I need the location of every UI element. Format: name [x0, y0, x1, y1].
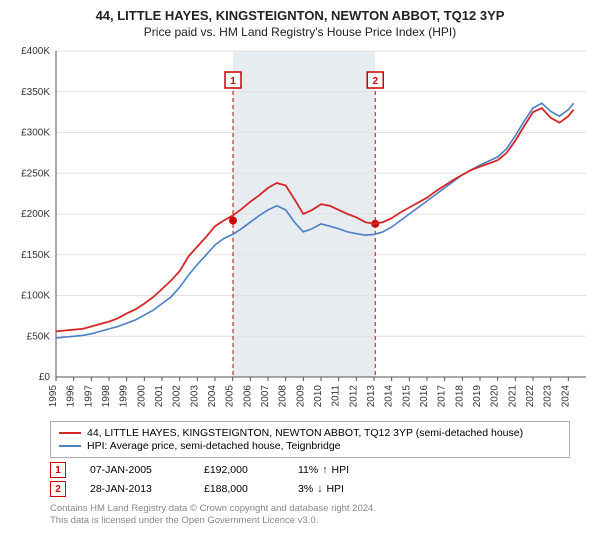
svg-text:2015: 2015 [401, 385, 412, 408]
footer-attribution: Contains HM Land Registry data © Crown c… [50, 503, 590, 528]
title-block: 44, LITTLE HAYES, KINGSTEIGNTON, NEWTON … [10, 8, 590, 39]
svg-text:2003: 2003 [189, 385, 200, 408]
svg-text:1996: 1996 [66, 385, 77, 408]
event-marker-1: 1 [50, 462, 66, 478]
svg-text:£400K: £400K [21, 46, 50, 57]
legend-row-property: 44, LITTLE HAYES, KINGSTEIGNTON, NEWTON … [59, 427, 561, 439]
event-price-1: £192,000 [204, 464, 274, 476]
svg-text:2007: 2007 [260, 385, 271, 408]
svg-text:1998: 1998 [101, 385, 112, 408]
svg-text:1995: 1995 [48, 385, 59, 408]
svg-text:2022: 2022 [525, 385, 536, 408]
svg-text:1: 1 [230, 76, 236, 87]
svg-text:1997: 1997 [83, 385, 94, 408]
svg-text:2018: 2018 [454, 385, 465, 408]
arrow-up-icon: ↑ [322, 464, 327, 476]
svg-text:2021: 2021 [507, 385, 518, 408]
chart-svg: £0 £50K £100K £150K £200K £250K £300K £350K £400… [10, 45, 590, 415]
legend-row-hpi: HPI: Average price, semi-detached house,… [59, 440, 561, 452]
arrow-down-icon: ↓ [317, 483, 322, 495]
legend-swatch-property [59, 432, 81, 434]
svg-text:£350K: £350K [21, 87, 50, 98]
svg-text:£100K: £100K [21, 291, 50, 302]
legend-label-hpi: HPI: Average price, semi-detached house,… [87, 440, 341, 452]
svg-text:2005: 2005 [225, 385, 236, 408]
event-row-2: 2 28-JAN-2013 £188,000 3% ↓ HPI [50, 481, 590, 497]
event-date-2: 28-JAN-2013 [90, 483, 180, 495]
svg-text:2017: 2017 [437, 385, 448, 408]
svg-text:2000: 2000 [136, 385, 147, 408]
event-hpi-2: 3% ↓ HPI [298, 483, 344, 495]
footer-line-2: This data is licensed under the Open Gov… [50, 515, 590, 527]
footer-line-1: Contains HM Land Registry data © Crown c… [50, 503, 590, 515]
svg-text:2016: 2016 [419, 385, 430, 408]
svg-text:2023: 2023 [543, 385, 554, 408]
svg-text:2008: 2008 [278, 385, 289, 408]
svg-text:£50K: £50K [27, 331, 51, 342]
svg-text:2009: 2009 [295, 385, 306, 408]
event-price-2: £188,000 [204, 483, 274, 495]
title-sub: Price paid vs. HM Land Registry's House … [10, 25, 590, 39]
svg-text:2: 2 [372, 76, 378, 87]
event-table: 1 07-JAN-2005 £192,000 11% ↑ HPI 2 28-JA… [50, 462, 590, 497]
svg-text:2014: 2014 [384, 385, 395, 408]
svg-text:2004: 2004 [207, 385, 218, 408]
svg-text:2020: 2020 [490, 385, 501, 408]
svg-text:2013: 2013 [366, 385, 377, 408]
svg-text:2010: 2010 [313, 385, 324, 408]
svg-text:1999: 1999 [119, 385, 130, 408]
svg-text:£300K: £300K [21, 128, 50, 139]
svg-text:2024: 2024 [560, 385, 571, 408]
title-main: 44, LITTLE HAYES, KINGSTEIGNTON, NEWTON … [10, 8, 590, 23]
svg-text:£150K: £150K [21, 250, 50, 261]
svg-text:2001: 2001 [154, 385, 165, 408]
line-chart: £0 £50K £100K £150K £200K £250K £300K £350K £400… [10, 45, 590, 415]
chart-container: 44, LITTLE HAYES, KINGSTEIGNTON, NEWTON … [0, 0, 600, 536]
event-marker-2: 2 [50, 481, 66, 497]
event-date-1: 07-JAN-2005 [90, 464, 180, 476]
legend-label-property: 44, LITTLE HAYES, KINGSTEIGNTON, NEWTON … [87, 427, 523, 439]
svg-text:2019: 2019 [472, 385, 483, 408]
svg-text:2002: 2002 [172, 385, 183, 408]
svg-text:£0: £0 [39, 372, 51, 383]
svg-text:2012: 2012 [348, 385, 359, 408]
event-hpi-1: 11% ↑ HPI [298, 464, 349, 476]
legend-box: 44, LITTLE HAYES, KINGSTEIGNTON, NEWTON … [50, 421, 570, 458]
svg-text:£200K: £200K [21, 209, 50, 220]
legend-swatch-hpi [59, 445, 81, 447]
svg-text:2011: 2011 [331, 385, 342, 407]
svg-text:£250K: £250K [21, 168, 50, 179]
svg-text:2006: 2006 [242, 385, 253, 408]
event-row-1: 1 07-JAN-2005 £192,000 11% ↑ HPI [50, 462, 590, 478]
